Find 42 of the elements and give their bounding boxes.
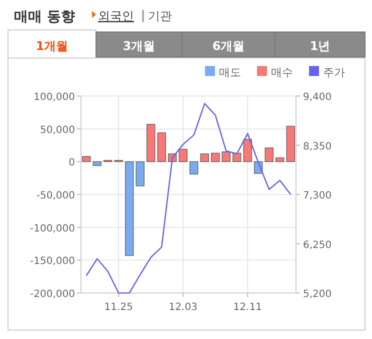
text: 외국인 bbox=[98, 9, 134, 23]
text: 1개월 bbox=[36, 39, 68, 53]
y2-tick-label: 8,350 bbox=[303, 141, 332, 152]
x-tick-label: 11.25 bbox=[104, 302, 133, 313]
y-tick-label: 50,000 bbox=[40, 124, 75, 136]
chart-title: 매매 동향 bbox=[14, 9, 75, 25]
bar bbox=[82, 156, 91, 162]
bar bbox=[190, 161, 198, 174]
y2-tick-label: 5,200 bbox=[303, 289, 332, 300]
y-tick-label: -100,000 bbox=[30, 223, 75, 234]
y-tick-label: 0 bbox=[68, 158, 75, 169]
bar bbox=[92, 161, 102, 166]
bar bbox=[125, 161, 134, 256]
line-series bbox=[86, 102, 292, 294]
legend-label: 주가 bbox=[323, 66, 345, 79]
bar bbox=[243, 139, 252, 162]
bar bbox=[136, 161, 144, 186]
y-tick-label: -50,000 bbox=[36, 190, 75, 202]
bar bbox=[146, 124, 156, 162]
bar bbox=[178, 148, 188, 162]
y-tick-label: -200,000 bbox=[30, 289, 75, 300]
text: 3개월 bbox=[122, 39, 156, 53]
y2-tick-label: 6,250 bbox=[303, 240, 332, 251]
legend-label: 매수 bbox=[271, 66, 293, 79]
y-tick-label: -150,000 bbox=[30, 256, 75, 268]
legend-label: 매도 bbox=[219, 66, 241, 79]
bar bbox=[157, 132, 166, 162]
text: 1년 bbox=[310, 39, 330, 53]
text: 6개월 bbox=[212, 39, 245, 53]
y-tick-label: 100,000 bbox=[34, 92, 75, 103]
bar bbox=[232, 152, 242, 162]
y2-tick-label: 7,300 bbox=[303, 190, 332, 202]
bar bbox=[276, 157, 284, 162]
bar bbox=[264, 148, 274, 162]
x-tick-label: 12.03 bbox=[168, 302, 198, 313]
bar bbox=[286, 126, 295, 162]
y2-tick-label: 9,400 bbox=[303, 92, 332, 103]
bar bbox=[211, 152, 220, 162]
bar bbox=[222, 152, 230, 162]
bar bbox=[200, 153, 209, 162]
x-tick-label: 12.11 bbox=[233, 302, 262, 313]
text: 기관 bbox=[148, 9, 172, 23]
